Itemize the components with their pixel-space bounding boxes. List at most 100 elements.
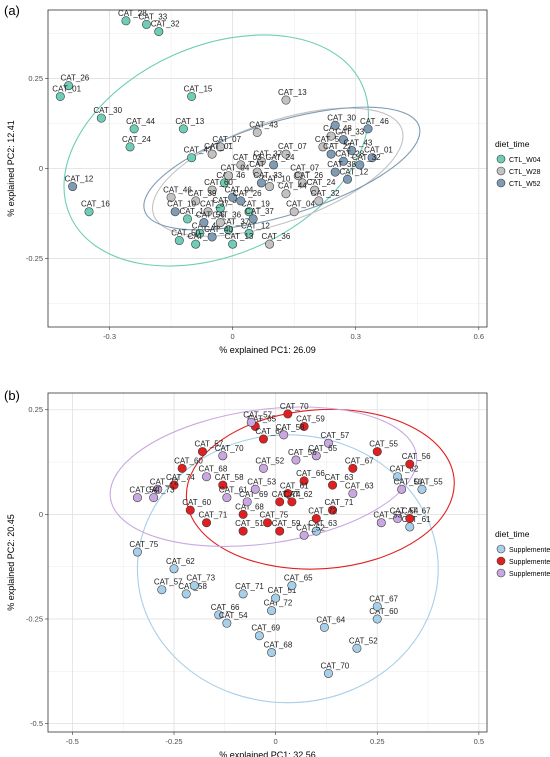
point-label: CAT_13	[175, 117, 204, 126]
data-point	[323, 438, 333, 448]
panel-label: (b)	[4, 388, 20, 403]
point-label: CAT_67	[402, 507, 431, 516]
data-point	[348, 488, 358, 498]
point-label: CAT_33	[335, 128, 364, 137]
data-point	[132, 493, 142, 503]
data-point	[318, 142, 328, 152]
point-label: CAT_59	[272, 519, 301, 528]
data-point	[311, 514, 321, 524]
data-point	[417, 484, 427, 494]
point-label: CAT_62	[166, 557, 195, 566]
series-Supplemented_W28: CAT_70CAT_59CAT_65CAT_64CAT_55CAT_56CAT_…	[166, 402, 431, 536]
data-point	[222, 618, 232, 628]
data-point	[64, 81, 74, 91]
legend-label: Supplemented_W28	[509, 559, 550, 566]
point-label: CAT_43	[249, 120, 278, 129]
point-label: CAT_07	[278, 142, 307, 151]
data-point	[181, 589, 191, 599]
point-label: CAT_43	[184, 146, 213, 155]
data-point	[310, 185, 320, 195]
data-point	[291, 455, 301, 465]
point-label: CAT_44	[278, 182, 307, 191]
legend-label: Supplemented_W52	[509, 571, 550, 578]
point-label: CAT_67	[369, 594, 398, 603]
data-point	[228, 192, 238, 202]
data-point	[326, 131, 336, 141]
data-point	[166, 192, 176, 202]
x-tick-label: 0.3	[350, 332, 360, 341]
data-point	[207, 185, 217, 195]
data-point	[393, 472, 403, 482]
data-point	[214, 610, 224, 620]
data-point	[283, 488, 293, 498]
data-point	[267, 606, 277, 616]
data-point	[236, 196, 246, 206]
data-point	[224, 171, 234, 181]
y-tick-label: 0.25	[28, 74, 43, 83]
point-label: CAT_51	[268, 586, 297, 595]
data-point	[269, 160, 279, 170]
confidence-ellipse-1	[63, 34, 369, 267]
data-point	[132, 547, 142, 557]
data-point	[84, 207, 94, 217]
data-point	[372, 614, 382, 624]
point-label: CAT_26	[233, 189, 262, 198]
legend: diet_time Supplemented_W04 Supplemented_W2…	[495, 529, 550, 578]
data-point	[191, 196, 201, 206]
point-label: CAT_36	[212, 211, 241, 220]
legend-swatch	[496, 556, 506, 566]
x-tick-label: 0.6	[474, 332, 484, 341]
point-label: CAT_68	[264, 640, 293, 649]
data-point	[202, 518, 212, 528]
point-label: CAT_50	[171, 229, 200, 238]
point-label: CAT_62	[390, 465, 419, 474]
data-point	[202, 472, 212, 482]
data-point	[153, 484, 163, 494]
y-axis-title: % explained PC2: 12.41	[6, 120, 16, 217]
x-tick-label: -0.5	[66, 737, 79, 746]
data-point	[244, 228, 254, 238]
point-label: CAT_56	[288, 448, 317, 457]
data-point	[281, 149, 291, 159]
point-label: CAT_15	[184, 84, 213, 93]
data-point	[363, 124, 373, 134]
data-point	[367, 153, 377, 163]
point-label: CAT_57	[154, 578, 183, 587]
point-label: CAT_57	[243, 410, 272, 419]
point-label: CAT_54	[129, 486, 158, 495]
point-label: CAT_10	[262, 175, 291, 184]
data-point	[328, 480, 338, 490]
x-tick-label: 0.5	[474, 737, 484, 746]
data-point	[254, 631, 264, 641]
point-label: CAT_60	[204, 178, 233, 187]
point-label: CAT_60	[174, 456, 203, 465]
data-point	[393, 514, 403, 524]
point-label: CAT_74	[272, 490, 301, 499]
data-point	[314, 196, 324, 206]
data-point	[154, 27, 164, 37]
point-label: CAT_07	[290, 164, 319, 173]
grid-lines	[47, 10, 487, 327]
data-point	[125, 142, 135, 152]
data-point	[170, 207, 180, 217]
data-point	[338, 156, 348, 166]
data-point	[228, 239, 238, 249]
data-point	[271, 593, 281, 603]
series-CTL_W28: CAT_13CAT_48CAT_43CAT_50CAT_07CAT_07CAT_…	[163, 88, 352, 249]
point-label: CAT_66	[296, 469, 325, 478]
series-Supplemented_W04: CAT_75CAT_57CAT_58CAT_73CAT_62CAT_66CAT_…	[129, 465, 443, 678]
data-point	[372, 601, 382, 611]
data-point	[238, 589, 248, 599]
data-point	[252, 127, 262, 137]
point-label: CAT_54	[390, 507, 419, 516]
data-point	[197, 447, 207, 457]
data-point	[252, 167, 262, 177]
point-label: CAT_13	[225, 232, 254, 241]
data-point	[169, 480, 179, 490]
data-point	[347, 145, 357, 155]
data-point	[267, 647, 277, 657]
data-point	[169, 564, 179, 574]
data-point	[338, 135, 348, 145]
data-point	[376, 518, 386, 528]
